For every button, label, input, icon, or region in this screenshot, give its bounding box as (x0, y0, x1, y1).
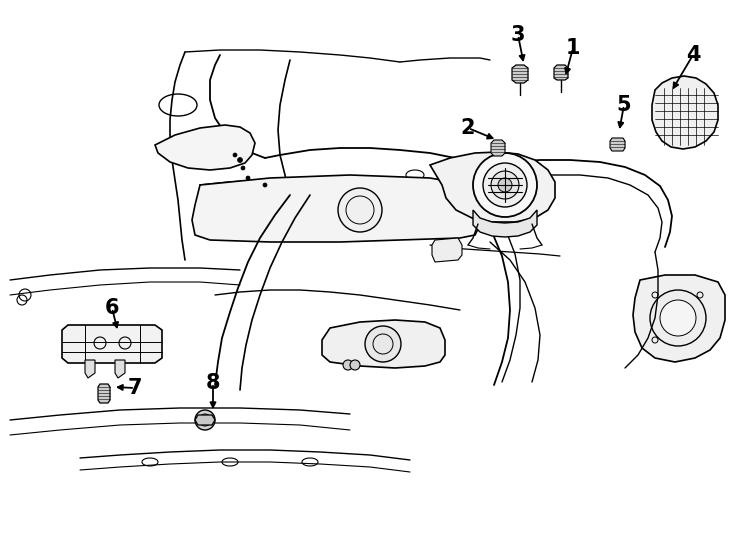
Polygon shape (652, 76, 718, 149)
Polygon shape (62, 325, 162, 363)
Text: 2: 2 (461, 118, 475, 138)
Polygon shape (610, 138, 625, 151)
Text: 6: 6 (105, 298, 119, 318)
Circle shape (346, 196, 374, 224)
Polygon shape (554, 65, 568, 80)
Polygon shape (322, 320, 445, 368)
Circle shape (338, 188, 382, 232)
Polygon shape (195, 415, 215, 425)
Circle shape (491, 171, 519, 199)
Text: 3: 3 (511, 25, 526, 45)
Polygon shape (491, 140, 505, 156)
Circle shape (241, 166, 245, 170)
Text: 1: 1 (566, 38, 581, 58)
Polygon shape (192, 175, 480, 242)
Circle shape (350, 360, 360, 370)
Circle shape (365, 326, 401, 362)
Polygon shape (633, 275, 725, 362)
Text: 5: 5 (617, 95, 631, 115)
Text: 7: 7 (128, 378, 142, 398)
Circle shape (473, 153, 537, 217)
Polygon shape (155, 125, 255, 170)
Circle shape (483, 163, 527, 207)
Text: 4: 4 (686, 45, 700, 65)
Polygon shape (432, 238, 462, 262)
Circle shape (650, 290, 706, 346)
Circle shape (263, 183, 267, 187)
Polygon shape (115, 360, 125, 378)
Circle shape (660, 300, 696, 336)
Polygon shape (98, 384, 110, 403)
Circle shape (498, 178, 512, 192)
Polygon shape (473, 210, 537, 237)
Text: 8: 8 (206, 373, 220, 393)
Polygon shape (512, 65, 528, 83)
Circle shape (246, 176, 250, 180)
Circle shape (233, 153, 237, 157)
Circle shape (238, 158, 242, 163)
Polygon shape (430, 152, 555, 222)
Circle shape (195, 410, 215, 430)
Polygon shape (85, 360, 95, 378)
Circle shape (343, 360, 353, 370)
